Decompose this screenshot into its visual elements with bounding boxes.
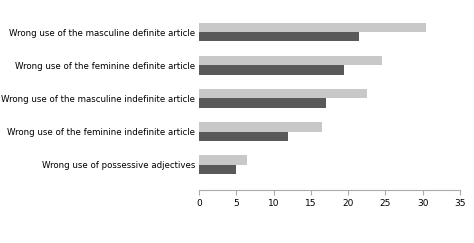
Bar	[199, 98, 326, 108]
Bar	[199, 156, 247, 165]
Bar	[199, 89, 367, 98]
Bar	[199, 23, 426, 32]
Bar	[199, 56, 382, 65]
Bar	[199, 32, 359, 41]
Bar	[199, 65, 344, 75]
Bar	[199, 122, 322, 131]
Bar	[199, 165, 237, 174]
Bar	[199, 131, 289, 141]
